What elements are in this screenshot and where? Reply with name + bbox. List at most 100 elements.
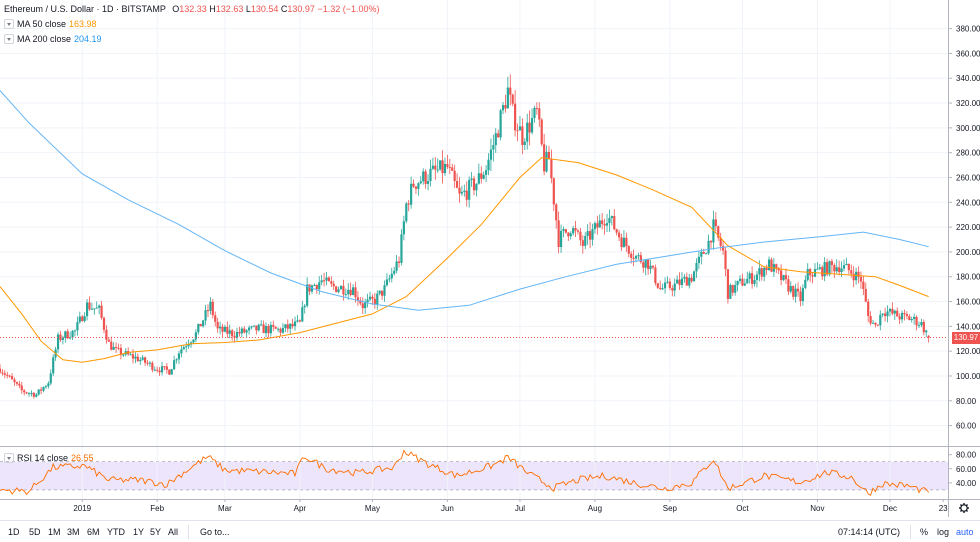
candle-body-up [47,383,50,387]
candle-body-up [533,107,536,119]
range-5y-button[interactable]: 5Y [150,527,162,537]
candle-body-up [683,276,686,279]
range-1d-button[interactable]: 1D [8,527,20,537]
toolbar-separator [188,525,189,539]
candle-body-down [770,259,773,272]
candle-body-up [42,387,45,391]
rsi-chart[interactable]: 40.00 60.00 80.00 [0,447,980,499]
candle-body-up [303,305,306,308]
candle-body-up [818,267,821,269]
time-axis-label: Feb [150,504,164,513]
range-all-button[interactable]: All [168,527,179,537]
clock-text[interactable]: 07:14:14 (UTC) [838,527,901,537]
candle-body-down [908,316,911,321]
candle-body-down [446,163,449,167]
candle-body-down [453,170,456,181]
candle-body-down [581,240,584,246]
percent-toggle[interactable]: % [920,527,929,537]
candle-body-up [318,282,321,290]
range-1m-button[interactable]: 1M [48,527,61,537]
candle-body-up [475,183,478,191]
candle-body-down [857,271,860,277]
candle-body-up [605,223,609,226]
candle-body-down [721,246,725,251]
candle-body-up [395,261,398,271]
candle-body-up [920,321,923,326]
candle-body-up [410,183,413,205]
time-axis[interactable]: 2019 Feb Mar Apr May Jun Jul Aug Sep Oct Nov Dec 23 [0,499,980,517]
candle-body-up [806,269,809,280]
candle-body-down [168,369,171,375]
candle-body-down [642,262,645,268]
range-5d-button[interactable]: 5D [29,527,41,537]
candle-body-up [296,320,299,322]
time-axis-label: Oct [736,504,749,513]
candle-body-up [871,322,875,324]
time-axis-label: Apr [294,504,307,513]
candle-body-up [344,294,347,296]
candle-body-up [487,159,490,171]
candle-body-up [134,356,137,359]
price-axis-label: 300.00 [956,124,980,133]
candle-body-down [838,267,841,273]
ma50-collapse-button[interactable] [4,18,14,29]
log-toggle[interactable]: log [937,527,950,537]
candle-body-down [359,300,362,304]
pane-divider[interactable] [0,446,980,447]
candle-body-up [705,253,708,255]
candle-body-down [156,369,159,371]
range-6m-button[interactable]: 6M [87,527,100,537]
candle-body-up [209,301,212,311]
candle-body-down [361,303,364,309]
ma200-collapse-button[interactable] [4,33,14,44]
candle-body-down [859,276,863,282]
range-3m-button[interactable]: 3M [67,527,80,537]
range-1y-button[interactable]: 1Y [133,527,145,537]
price-axis-label: 120.00 [956,347,980,356]
candle-body-up [608,218,611,224]
candle-body-down [214,315,217,322]
price-chart[interactable]: 60.00 80.00 100.00 120.00 140.00 160.00 180.00… [0,0,980,446]
candle-body-down [792,286,795,297]
candle-body-down [267,326,270,334]
candle-body-down [15,382,19,384]
settings-gear-icon[interactable] [959,503,969,513]
candle-body-down [349,289,352,296]
candle-body-down [255,325,258,331]
candle-body-up [366,299,369,303]
candle-body-down [131,354,135,359]
goto-button[interactable]: Go to... [200,527,230,537]
candle-body-up [204,310,207,321]
candle-body-down [465,190,468,200]
rsi-collapse-button[interactable] [4,452,14,463]
candle-body-down [651,265,655,268]
range-ytd-button[interactable]: YTD [107,527,125,537]
candle-body-down [905,314,908,317]
candle-body-up [460,191,464,194]
candle-body-down [308,284,311,292]
candle-body-down [497,133,500,138]
candle-body-up [738,278,742,281]
candle-body-down [833,265,836,272]
candle-body-up [69,337,72,339]
candle-body-down [424,171,427,184]
candle-body-down [356,297,360,301]
candle-body-down [627,246,630,254]
candle-body-up [52,357,55,374]
candle-body-up [185,346,188,348]
toolbar-separator [910,525,911,539]
candle-body-down [6,374,9,376]
candle-body-down [780,270,783,281]
candle-body-up [228,330,231,334]
candle-body-up [697,256,701,264]
candle-body-up [910,318,913,321]
candle-body-up [767,259,771,271]
candle-body-down [690,277,693,282]
candle-body-down [25,392,28,394]
candle-body-down [511,94,514,104]
candle-body-down [557,220,560,248]
candle-body-down [66,331,69,339]
auto-toggle[interactable]: auto [956,527,974,537]
candle-body-up [325,277,328,281]
rsi-value: 26.55 [71,453,94,463]
